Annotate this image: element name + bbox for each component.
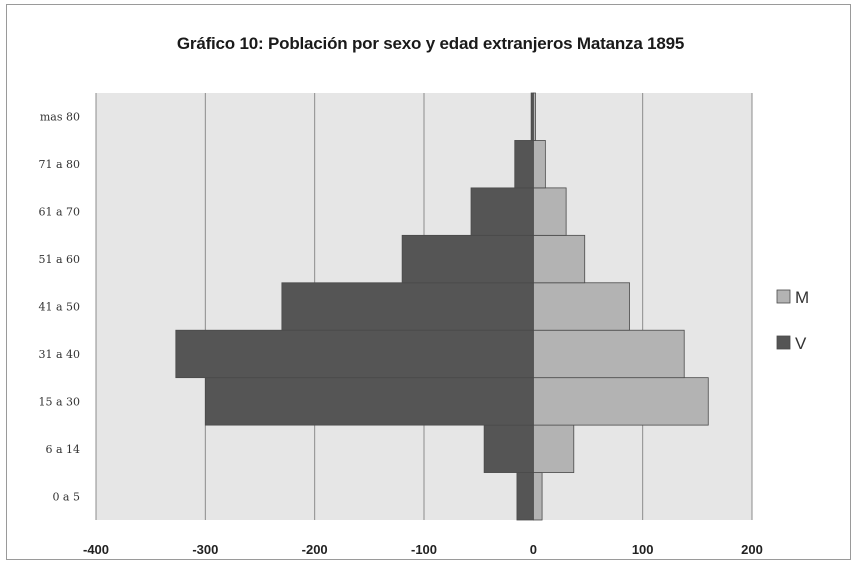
y-tick-label: 15 a 30: [38, 395, 80, 408]
bar-M-4: [532, 282, 630, 331]
bar-V-7: [514, 140, 534, 189]
chart-title: Gráfico 10: Población por sexo y edad ex…: [176, 34, 685, 53]
bar-M-1: [532, 424, 575, 473]
bar-M-0: [532, 472, 543, 521]
y-axis-labels: 0 a 5 6 a 14 15 a 30 31 a 40 41 a 50 51 a 60 6…: [38, 111, 80, 504]
y-tick-label: 51 a 60: [38, 253, 80, 266]
y-tick-label: 41 a 50: [38, 301, 80, 314]
x-tick-label: -100: [411, 542, 437, 557]
bar-V-8: [530, 92, 534, 141]
x-axis-labels: -400 -300 -200 -100 0 100 200: [83, 542, 763, 557]
legend-swatch-V: [776, 335, 791, 350]
bar-M-5: [532, 234, 586, 284]
x-tick-label: -300: [192, 542, 218, 557]
bar-V-5: [401, 234, 534, 284]
y-tick-label: 31 a 40: [38, 348, 80, 361]
bar-M-2: [532, 377, 709, 426]
bars: [175, 92, 709, 521]
bar-V-4: [281, 282, 534, 331]
y-tick-label: 6 a 14: [45, 443, 80, 456]
legend-label-V: V: [795, 334, 807, 353]
legend-label-M: M: [795, 288, 809, 307]
y-tick-label: 71 a 80: [38, 158, 80, 171]
x-tick-label: 0: [530, 542, 537, 557]
legend: MV: [776, 288, 809, 353]
bar-M-7: [532, 140, 546, 189]
y-tick-label: 61 a 70: [38, 206, 80, 219]
bar-V-0: [516, 472, 534, 521]
bar-V-2: [204, 377, 534, 426]
bar-M-3: [532, 329, 685, 379]
x-tick-label: -400: [83, 542, 109, 557]
bar-V-3: [175, 329, 534, 379]
legend-swatch-M: [776, 289, 791, 304]
y-tick-label: 0 a 5: [52, 490, 80, 503]
bar-V-6: [470, 187, 534, 236]
x-tick-label: 200: [741, 542, 763, 557]
x-tick-label: -200: [302, 542, 328, 557]
x-tick-label: 100: [632, 542, 654, 557]
y-tick-label: mas 80: [40, 111, 80, 124]
bar-V-1: [483, 424, 534, 473]
bar-M-6: [532, 187, 567, 236]
